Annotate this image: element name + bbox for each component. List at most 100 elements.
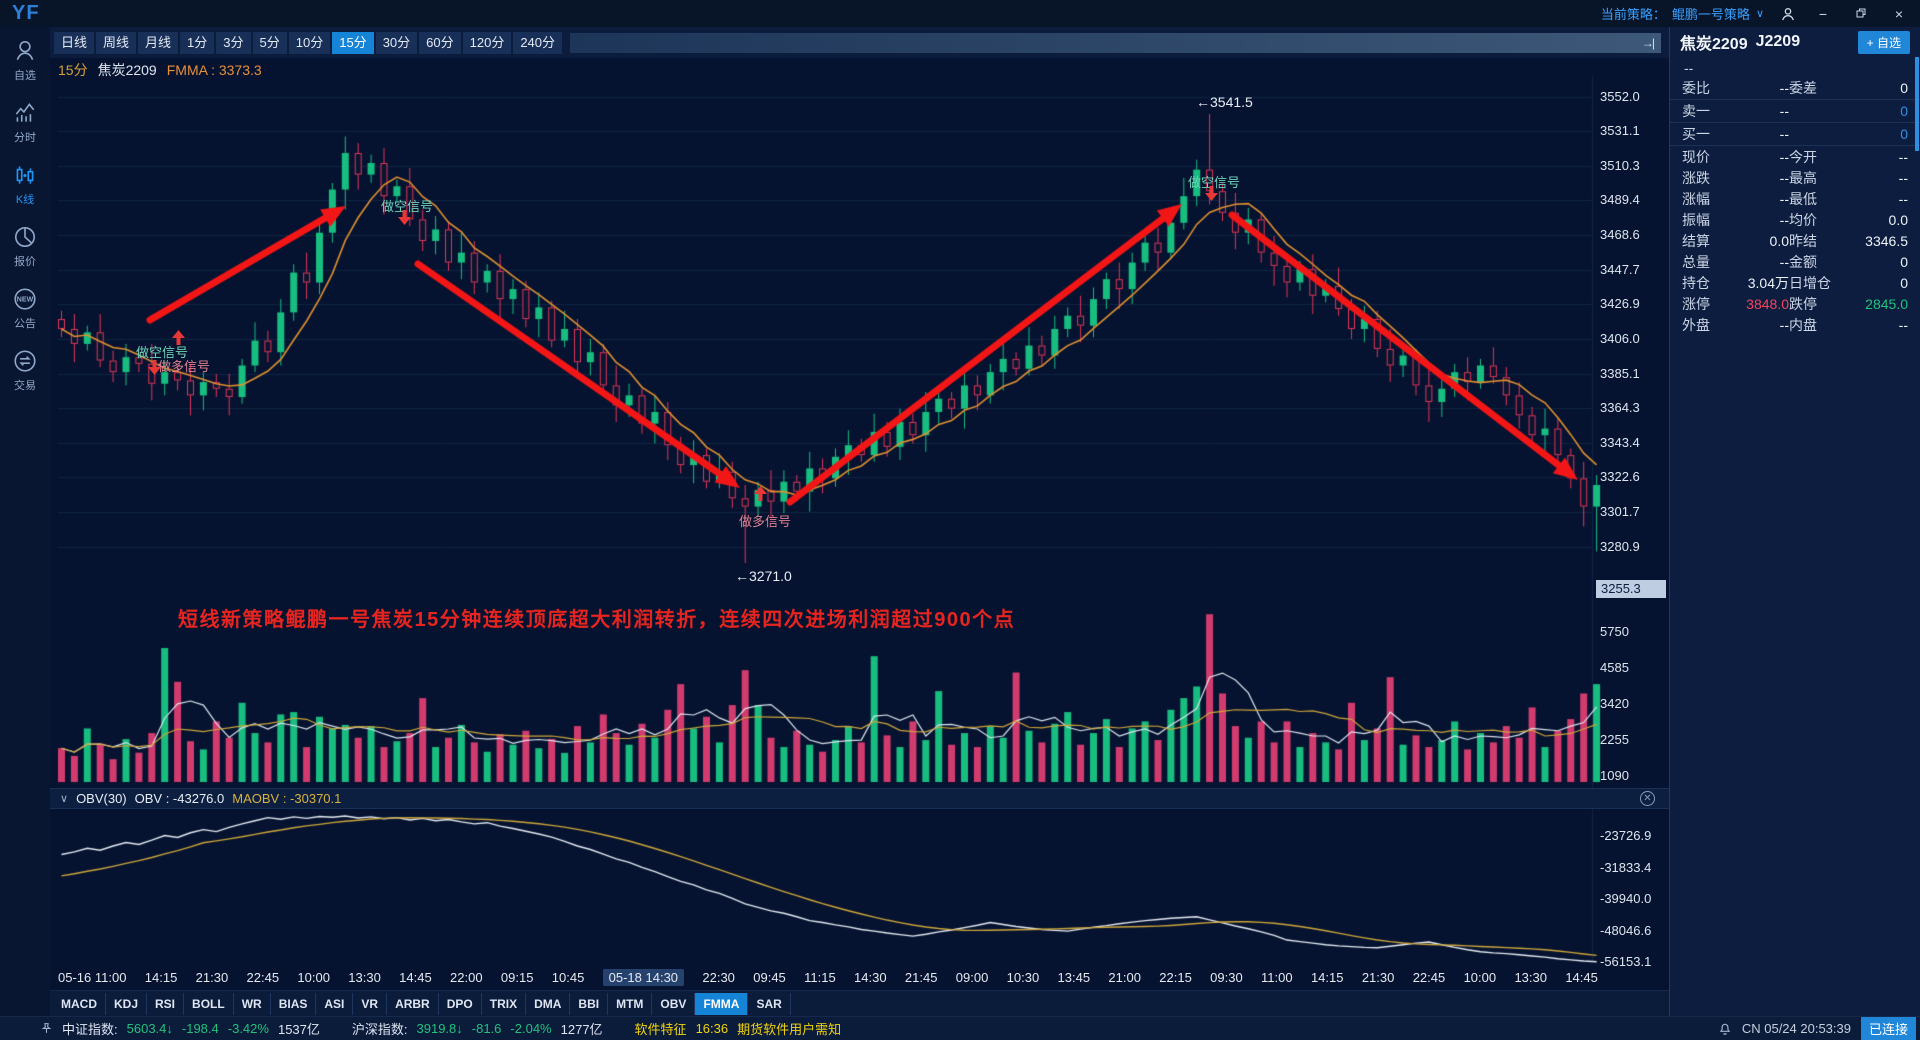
- quote-label: 昨结: [1789, 232, 1817, 249]
- timeframe-button-30分[interactable]: 30分: [375, 31, 418, 54]
- window-close-button[interactable]: ×: [1894, 5, 1904, 22]
- strategy-label: 当前策略：: [1600, 7, 1666, 22]
- bell-icon[interactable]: [1718, 1022, 1732, 1036]
- index2-pct: -2.04%: [510, 1021, 552, 1036]
- user-icon[interactable]: [1780, 6, 1796, 22]
- sidebar-item-自选[interactable]: 自选: [0, 31, 50, 89]
- obv-axis-label: -39940.0: [1600, 891, 1652, 906]
- indicator-tab-WR[interactable]: WR: [234, 992, 271, 1015]
- collapsed-panel-strip[interactable]: →|: [570, 32, 1661, 53]
- timeframe-button-10分[interactable]: 10分: [288, 31, 331, 54]
- time-label: 10:30: [1006, 969, 1040, 985]
- indicator-tab-OBV[interactable]: OBV: [652, 992, 696, 1015]
- pin-icon[interactable]: [40, 1022, 53, 1035]
- timeframe-button-240分[interactable]: 240分: [513, 31, 563, 54]
- time-label: 22:00: [450, 969, 483, 985]
- time-label: 14:45: [399, 969, 432, 985]
- indicator-tab-ARBR[interactable]: ARBR: [387, 992, 439, 1015]
- obv-indicator-name: OBV(30): [76, 791, 127, 806]
- indicator-tab-FMMA[interactable]: FMMA: [695, 992, 749, 1015]
- indicator-tab-TRIX[interactable]: TRIX: [482, 992, 527, 1015]
- time-label: 14:15: [144, 969, 178, 985]
- timeframe-button-日线[interactable]: 日线: [54, 31, 95, 54]
- strategy-banner-text: 短线新策略鲲鹏一号焦炭15分钟连续顶底超大利润转折，连续四次进场利润超过900个…: [178, 609, 1016, 631]
- timeframe-button-15分[interactable]: 15分: [332, 31, 374, 54]
- indicator-tab-VR[interactable]: VR: [353, 992, 388, 1015]
- indicator-tab-MACD[interactable]: MACD: [53, 992, 106, 1015]
- index2-amount: 1277亿: [560, 1022, 603, 1037]
- quote-top-rows: 委比 -- 委差 0 卖一 -- 0 买一 -- 0: [1670, 77, 1920, 146]
- collapse-chevron-icon[interactable]: ∨: [60, 793, 69, 805]
- time-label: 09:00: [955, 969, 989, 985]
- volume-axis-label: 3420: [1600, 696, 1629, 711]
- volume-axis-label: 5750: [1600, 624, 1629, 639]
- timeframe-button-60分[interactable]: 60分: [419, 31, 461, 54]
- quote-label: 涨跌: [1682, 169, 1710, 186]
- timeframe-button-120分[interactable]: 120分: [462, 31, 512, 54]
- add-favorite-button[interactable]: + 自选: [1857, 30, 1910, 54]
- timeframe-button-月线[interactable]: 月线: [138, 31, 179, 54]
- quote-row-买一: 买一 -- 0: [1670, 123, 1920, 146]
- sidebar-item-交易[interactable]: 交易: [0, 341, 50, 399]
- quote-label: 委比: [1682, 80, 1710, 96]
- time-label: 14:15: [1310, 969, 1344, 985]
- last-price-tag: 3255.3: [1596, 580, 1666, 598]
- quote-label: 今开: [1789, 148, 1817, 165]
- time-label: 22:45: [246, 969, 280, 985]
- signal-down-arrow-icon: [148, 360, 161, 375]
- quote-value: --: [1779, 211, 1789, 228]
- quote-value: 0: [1900, 80, 1908, 96]
- indicator-tab-DMA[interactable]: DMA: [526, 992, 571, 1015]
- timeframe-button-5分[interactable]: 5分: [252, 31, 287, 54]
- indicator-tab-BBI[interactable]: BBI: [570, 992, 609, 1015]
- sidebar-item-K线[interactable]: K线: [0, 155, 50, 213]
- quote-label: 委差: [1789, 80, 1817, 96]
- indicator-tab-SAR[interactable]: SAR: [748, 992, 791, 1015]
- time-label: 11:00: [1261, 969, 1293, 985]
- quote-panel-scrollbar[interactable]: [1915, 57, 1919, 151]
- price-axis-label: 3552.0: [1600, 88, 1640, 104]
- status-bar: 中证指数: 5603.4↓ -198.4 -3.42% 1537亿 沪深指数: …: [0, 1016, 1920, 1040]
- quote-row-委比: 委比 -- 委差 0: [1670, 77, 1920, 100]
- sidebar-item-label: 交易: [14, 379, 36, 392]
- quote-row-外盘: 外盘 -- 内盘 --: [1670, 314, 1920, 335]
- timeframe-button-3分[interactable]: 3分: [216, 31, 251, 54]
- indicator-tab-ASI[interactable]: ASI: [316, 992, 354, 1015]
- quote-value: 0: [1900, 274, 1908, 291]
- timeframe-button-周线[interactable]: 周线: [96, 31, 137, 54]
- indicator-tab-RSI[interactable]: RSI: [147, 992, 185, 1015]
- indicator-tab-BOLL[interactable]: BOLL: [184, 992, 234, 1015]
- window-restore-button[interactable]: [1850, 6, 1872, 22]
- quote-value: 2845.0: [1865, 295, 1908, 312]
- indicator-tab-DPO[interactable]: DPO: [439, 992, 482, 1015]
- timeframe-button-1分[interactable]: 1分: [180, 31, 215, 54]
- sidebar-item-公告[interactable]: NEW 公告: [0, 279, 50, 337]
- indicator-tab-MTM[interactable]: MTM: [608, 992, 653, 1015]
- title-bar: YF 当前策略： 鲲鹏一号策略 ∨ − ×: [0, 0, 1920, 27]
- collapse-right-icon[interactable]: →|: [1641, 35, 1655, 50]
- sidebar-item-报价[interactable]: 报价: [0, 217, 50, 275]
- strategy-selector[interactable]: 当前策略： 鲲鹏一号策略 ∨: [1601, 4, 1764, 23]
- signal-down-arrow-icon: [1205, 186, 1218, 201]
- notice-user-link[interactable]: 期货软件用户需知: [737, 1022, 842, 1037]
- quote-pie-icon: [12, 224, 38, 250]
- quote-row-持仓: 持仓 3.04万 日增仓 0: [1670, 272, 1920, 293]
- notice-feature-link[interactable]: 软件特征: [634, 1022, 687, 1037]
- window-minimize-button[interactable]: −: [1818, 5, 1828, 22]
- time-label: 21:00: [1108, 969, 1141, 985]
- time-label: 05-18 14:30: [602, 968, 685, 986]
- obv-axis-label: -31833.4: [1600, 859, 1652, 875]
- indicator-tab-KDJ[interactable]: KDJ: [106, 992, 148, 1015]
- indicator-tab-BIAS[interactable]: BIAS: [271, 992, 317, 1015]
- short-signal-label: 做空信号: [381, 199, 434, 214]
- sidebar-item-分时[interactable]: 分时: [0, 93, 50, 151]
- price-axis-label: 3468.6: [1600, 227, 1640, 243]
- close-pane-icon[interactable]: ✕: [1640, 791, 1655, 806]
- quote-value: --: [1779, 126, 1789, 142]
- kline-chart-canvas[interactable]: [50, 58, 1669, 990]
- index1-label: 中证指数:: [62, 1022, 118, 1037]
- quote-value: 0: [1900, 253, 1908, 270]
- price-axis-label: 3447.7: [1600, 261, 1640, 277]
- index1-price: 5603.4↓: [126, 1021, 173, 1036]
